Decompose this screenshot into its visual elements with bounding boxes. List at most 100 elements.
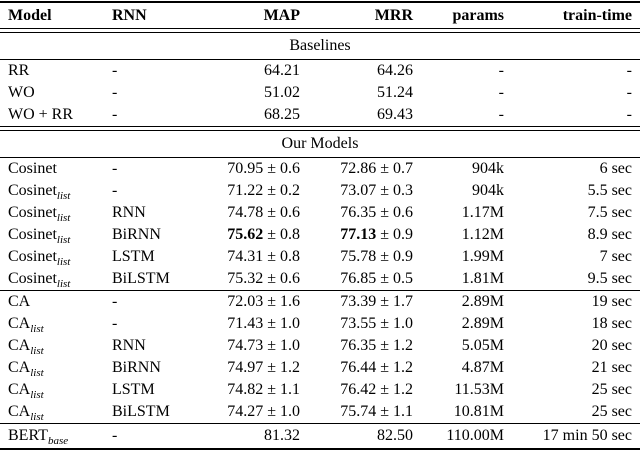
map-stddev: ± 1.6 (263, 293, 300, 310)
cell-rnn: - (112, 160, 118, 177)
cell-map: 74.78 ± 0.6 (198, 202, 300, 224)
mrr-value: 51.24 (377, 84, 413, 101)
mrr-stddev: ± 0.6 (376, 204, 413, 221)
model-subscript: list (56, 256, 71, 269)
cell-params: 11.53M (454, 381, 504, 398)
table-row: CAlist LSTM 74.82 ± 1.1 76.42 ± 1.2 11.53M 25… (0, 379, 640, 401)
mrr-stddev: ± 0.3 (376, 182, 413, 199)
section-top-rule (0, 28, 640, 33)
cell-rnn: LSTM (112, 248, 155, 265)
map-value: 75.62 (227, 226, 264, 243)
column-header-model: Model (8, 7, 52, 24)
cell-rnn: RNN (112, 337, 146, 354)
column-header-params: params (452, 7, 504, 24)
map-stddev: ± 0.8 (263, 226, 300, 243)
map-value: 81.32 (264, 427, 300, 444)
model-name: CA (8, 337, 31, 354)
model-subscript: list (56, 212, 71, 225)
model-name: CA (8, 293, 31, 310)
model-name: Cosinet (8, 204, 57, 221)
mrr-stddev: ± 0.9 (376, 248, 413, 265)
cell-params: 10.81M (453, 403, 504, 420)
mrr-stddev: ± 0.5 (376, 270, 413, 287)
map-value: 68.25 (264, 106, 300, 123)
model-name: CA (8, 403, 31, 420)
column-header-map: MAP (263, 7, 300, 24)
group-divider-rule (0, 290, 640, 291)
map-value: 74.73 (227, 337, 264, 354)
cell-model: BERTbase (8, 424, 112, 448)
mrr-value: 64.26 (377, 62, 413, 79)
mrr-stddev: ± 1.1 (376, 403, 413, 420)
mrr-stddev: ± 1.2 (376, 337, 413, 354)
cell-mrr: 64.26 (300, 60, 413, 82)
cell-mrr: 82.50 (300, 424, 413, 448)
map-value: 64.21 (264, 62, 300, 79)
column-header-mrr: MRR (374, 7, 413, 24)
cell-model: CAlist (8, 357, 112, 379)
cell-mrr: 73.55 ± 1.0 (300, 313, 413, 335)
cell-params: - (498, 62, 504, 79)
table-row: Cosinetlist BiLSTM 75.32 ± 0.6 76.85 ± 0.5 1… (0, 268, 640, 290)
table-row: WO + RR - 68.25 69.43 - - (0, 104, 640, 126)
cell-model: Cosinetlist (8, 180, 112, 202)
map-value: 74.31 (227, 248, 264, 265)
map-value: 74.27 (227, 403, 264, 420)
map-stddev: ± 0.2 (263, 182, 300, 199)
cell-params: 5.05M (461, 337, 504, 354)
cell-train-time: 21 sec (591, 359, 632, 376)
cell-model: CAlist (8, 379, 112, 401)
group-divider-rule (0, 423, 640, 424)
model-name: RR (8, 62, 30, 79)
cell-params: 4.87M (461, 359, 504, 376)
cell-train-time: 9.5 sec (587, 270, 632, 287)
cell-rnn: BiRNN (112, 226, 161, 243)
model-name: CA (8, 359, 31, 376)
table-row: Cosinetlist LSTM 74.31 ± 0.8 75.78 ± 0.9 1.9… (0, 246, 640, 268)
table-row: CA -72.03 ± 1.6 73.39 ± 1.7 2.89M 19 sec (0, 291, 640, 313)
cell-mrr: 69.43 (300, 104, 413, 126)
cell-train-time: 8.9 sec (587, 226, 632, 243)
mrr-value: 76.35 (340, 204, 377, 221)
column-header-train-time: train-time (562, 7, 632, 24)
cell-map: 74.97 ± 1.2 (198, 357, 300, 379)
cell-map: 70.95 ± 0.6 (198, 158, 300, 180)
cell-model: CAlist (8, 313, 112, 335)
table-header-row: Model RNN MAP MRR params train-time (0, 3, 640, 28)
mrr-value: 76.42 (340, 381, 377, 398)
map-value: 51.02 (264, 84, 300, 101)
cell-train-time: 25 sec (591, 403, 632, 420)
cell-params: 1.81M (461, 270, 504, 287)
cell-rnn: - (112, 106, 118, 123)
cell-map: 68.25 (198, 104, 300, 126)
cell-model: CAlist (8, 401, 112, 423)
cell-mrr: 75.78 ± 0.9 (300, 246, 413, 268)
cell-train-time: 5.5 sec (587, 182, 632, 199)
section-title: Our Models (281, 135, 359, 152)
cell-map: 81.32 (198, 424, 300, 448)
map-value: 71.43 (227, 315, 264, 332)
mrr-value: 76.44 (340, 359, 377, 376)
cell-model: WO + RR (8, 104, 112, 126)
table-row: WO - 51.02 51.24 - - (0, 82, 640, 104)
map-stddev: ± 1.0 (263, 315, 300, 332)
mrr-value: 77.13 (340, 226, 377, 243)
cell-params: 110.00M (446, 427, 504, 444)
cell-model: WO (8, 82, 112, 104)
map-value: 74.82 (227, 381, 264, 398)
mrr-stddev: ± 0.9 (376, 226, 413, 243)
cell-rnn: BiRNN (112, 359, 161, 376)
mrr-stddev: ± 1.7 (376, 293, 413, 310)
cell-map: 74.27 ± 1.0 (198, 401, 300, 423)
mrr-value: 73.39 (340, 293, 377, 310)
table-row: CAlist BiRNN 74.97 ± 1.2 76.44 ± 1.2 4.87M 21… (0, 357, 640, 379)
section-title-rule (0, 157, 640, 158)
map-stddev: ± 0.6 (263, 160, 300, 177)
cell-mrr: 76.35 ± 0.6 (300, 202, 413, 224)
model-name: Cosinet (8, 270, 57, 287)
cell-map: 75.32 ± 0.6 (198, 268, 300, 290)
cell-rnn: RNN (112, 204, 146, 221)
cell-params: 2.89M (461, 293, 504, 310)
mrr-value: 75.78 (340, 248, 377, 265)
table-row: Cosinetlist BiRNN 75.62 ± 0.8 77.13 ± 0.9 1.… (0, 224, 640, 246)
